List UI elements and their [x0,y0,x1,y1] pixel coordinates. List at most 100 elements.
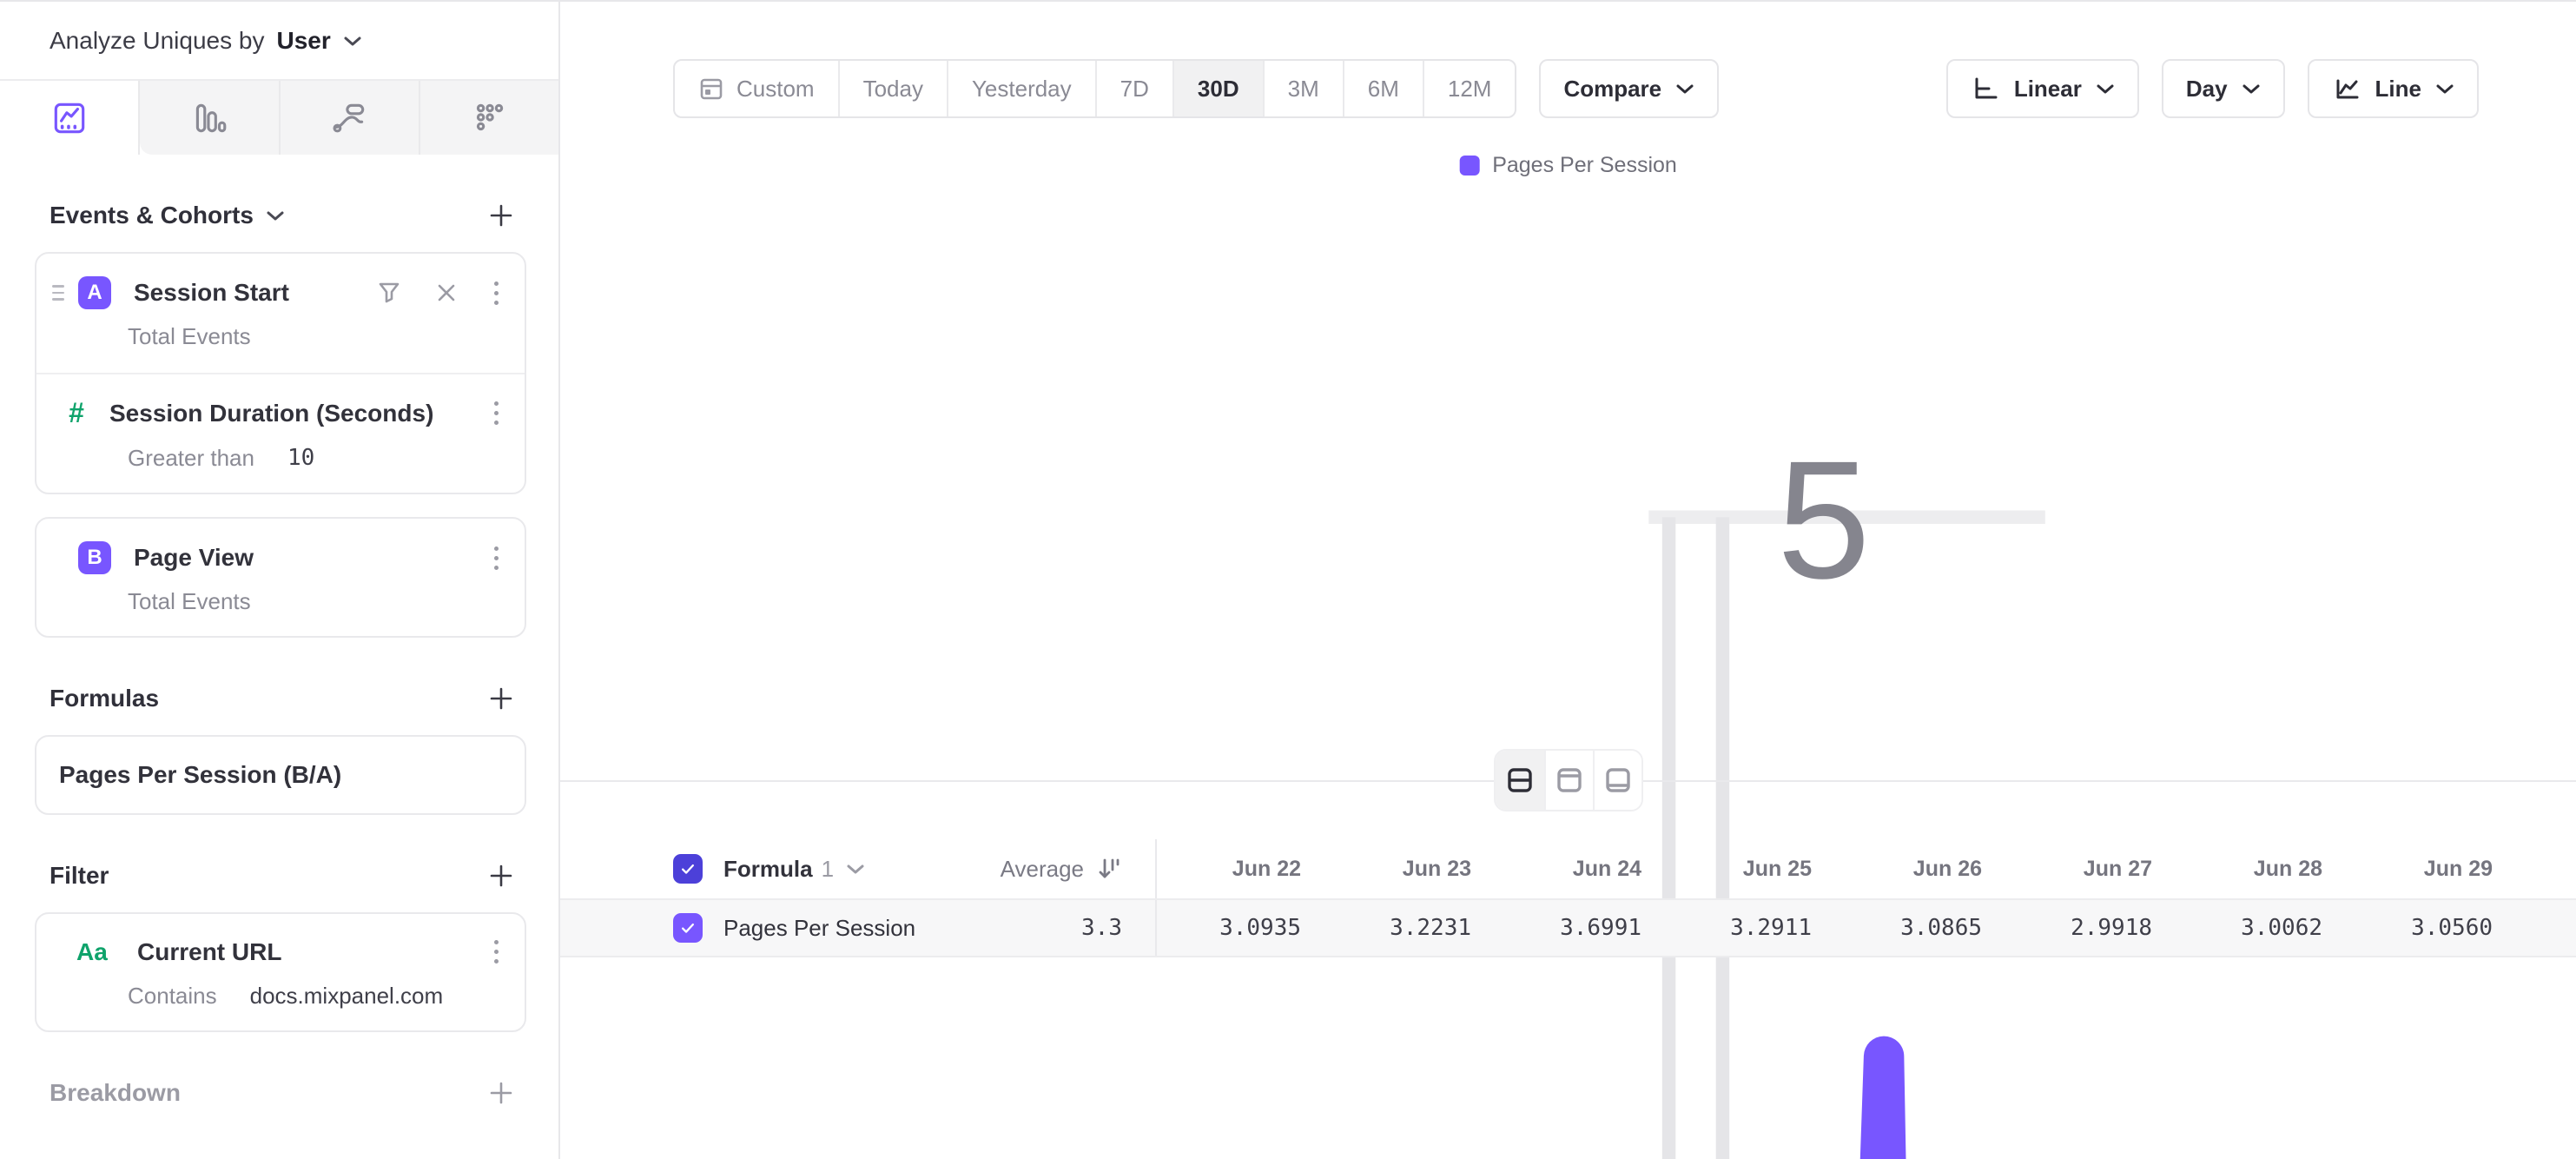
table-header-cell[interactable]: Jun 25 [1668,839,1838,898]
event-aggregation[interactable]: Total Events [36,574,525,615]
add-filter-button[interactable] [487,862,515,890]
filter-value[interactable]: 10 [287,445,314,472]
line-chart[interactable]: 01234511Jun 22Jun 24Jun 26Jun 28Jun 30Ju… [560,141,2576,1159]
range-button-12m[interactable]: 12M [1424,61,1516,116]
events-cohorts-header: Events & Cohorts [50,202,515,229]
range-button-3m[interactable]: 3M [1265,61,1344,116]
range-button-custom[interactable]: Custom [675,61,840,116]
formula-card[interactable]: Pages Per Session (B/A) [35,735,526,815]
table-header-cell[interactable]: Jun 24 [1497,839,1668,898]
event-card-page-view: B Page View Total Events [35,517,526,638]
check-icon [678,859,697,878]
series-name: Pages Per Session [723,915,915,942]
chart-toolbar: CustomTodayYesterday7D30D3M6M12M Compare… [673,59,2479,118]
events-cohorts-title[interactable]: Events & Cohorts [50,202,254,229]
table-row-pages-per-session[interactable]: Pages Per Session 3.3 3.09353.22313.6991… [560,898,2576,957]
select-all-checkbox[interactable] [673,854,703,884]
more-options-icon[interactable] [491,278,502,308]
line-chart-icon [2332,74,2361,103]
add-formula-button[interactable] [487,685,515,712]
series-checkbox[interactable] [673,913,703,943]
drag-handle-icon[interactable] [52,285,69,301]
range-button-30d[interactable]: 30D [1174,61,1265,116]
chevron-down-icon[interactable] [846,863,865,875]
tab-bar-chart[interactable] [140,81,280,155]
range-button-today[interactable]: Today [840,61,948,116]
filter-property[interactable]: Current URL [137,938,281,966]
formulas-header: Formulas [50,685,515,712]
event-title[interactable]: Session Start [134,279,289,307]
range-button-7d[interactable]: 7D [1097,61,1174,116]
range-button-yesterday[interactable]: Yesterday [948,61,1097,116]
insights-line-chart-icon [50,98,89,138]
analyze-header: Analyze Uniques by User [0,2,558,79]
average-column-header[interactable]: Average [1001,856,1084,883]
date-range-control: CustomTodayYesterday7D30D3M6M12M [673,59,1516,118]
layout-chart-only-button[interactable] [1544,751,1593,810]
filter-card-current-url: Aa Current URL Contains docs.mixpanel.co… [35,912,526,1032]
add-event-button[interactable] [487,202,515,229]
sort-descending-icon[interactable] [1096,856,1122,882]
more-options-icon[interactable] [491,398,502,428]
tab-dots-grid[interactable] [420,81,558,155]
table-header-cell[interactable]: Jun 27 [2008,839,2178,898]
more-options-icon[interactable] [491,937,502,967]
filter-operator[interactable]: Contains [128,983,217,1010]
check-icon [678,918,697,937]
chart-type-button[interactable]: Line [2308,59,2479,118]
table-cell: 3.2231 [1327,900,1497,956]
table-header-cell[interactable]: Jun 26 [1838,839,2008,898]
interval-button[interactable]: Day [2162,59,2285,118]
layout-table-only-button[interactable] [1593,751,1641,810]
table-header-cell[interactable]: Jun 23 [1327,839,1497,898]
interval-label: Day [2186,76,2228,103]
tab-flow[interactable] [281,81,420,155]
event-badge-b: B [78,541,111,574]
property-filter-title[interactable]: Session Duration (Seconds) [109,400,433,427]
query-builder-sidebar: Analyze Uniques by User [0,2,560,1159]
text-property-icon: Aa [76,938,122,966]
calendar-icon [698,76,724,102]
analyze-unit-dropdown[interactable]: User [276,27,330,55]
add-breakdown-button[interactable] [487,1079,515,1107]
filter-header: Filter [50,862,515,890]
remove-event-icon[interactable] [433,280,459,306]
formula-expression: Pages Per Session (B/A) [59,761,341,788]
compare-button[interactable]: Compare [1539,59,1719,118]
visualization-tabs [0,79,558,155]
layout-split-view-button[interactable] [1496,751,1544,810]
chart-only-icon [1554,765,1585,796]
flow-icon [329,98,369,138]
table-header-cell[interactable]: Jun 28 [2178,839,2348,898]
split-view-icon [1504,765,1536,796]
event-aggregation[interactable]: Total Events [36,309,525,350]
breakdown-header: Breakdown [50,1079,515,1107]
chevron-down-icon [1675,83,1694,95]
analyze-label: Analyze Uniques by [50,27,264,55]
event-card-session-start: A Session Start Total Events # Session D… [35,252,526,494]
table-header-cell[interactable]: Jun 22 [1157,839,1327,898]
filter-value[interactable]: docs.mixpanel.com [250,983,444,1010]
event-badge-a: A [78,276,111,309]
range-button-6m[interactable]: 6M [1344,61,1424,116]
series-group-number: 1 [822,856,834,883]
more-options-icon[interactable] [491,543,502,573]
scale-label: Linear [2014,76,2082,103]
chevron-down-icon [2242,83,2261,95]
table-header-row: Formula 1 Average Jun 22Jun 23Jun 24Jun … [560,839,2576,898]
chart-type-label: Line [2375,76,2421,103]
chevron-down-icon [2096,83,2115,95]
tab-insights-line[interactable] [0,81,140,155]
table-cell: 3.0062 [2178,900,2348,956]
scale-button[interactable]: Linear [1946,59,2139,118]
table-cell: 3.0560 [2348,900,2519,956]
filter-funnel-icon[interactable] [376,280,402,306]
dots-grid-icon [469,98,509,138]
chevron-down-icon [343,35,362,47]
series-group-label[interactable]: Formula [723,856,813,883]
table-cell: 2.9918 [2008,900,2178,956]
filter-operator[interactable]: Greater than [128,445,254,472]
table-header-cell[interactable]: Jun 29 [2348,839,2519,898]
event-title[interactable]: Page View [134,544,254,572]
series-line[interactable] [1525,1056,2044,1159]
